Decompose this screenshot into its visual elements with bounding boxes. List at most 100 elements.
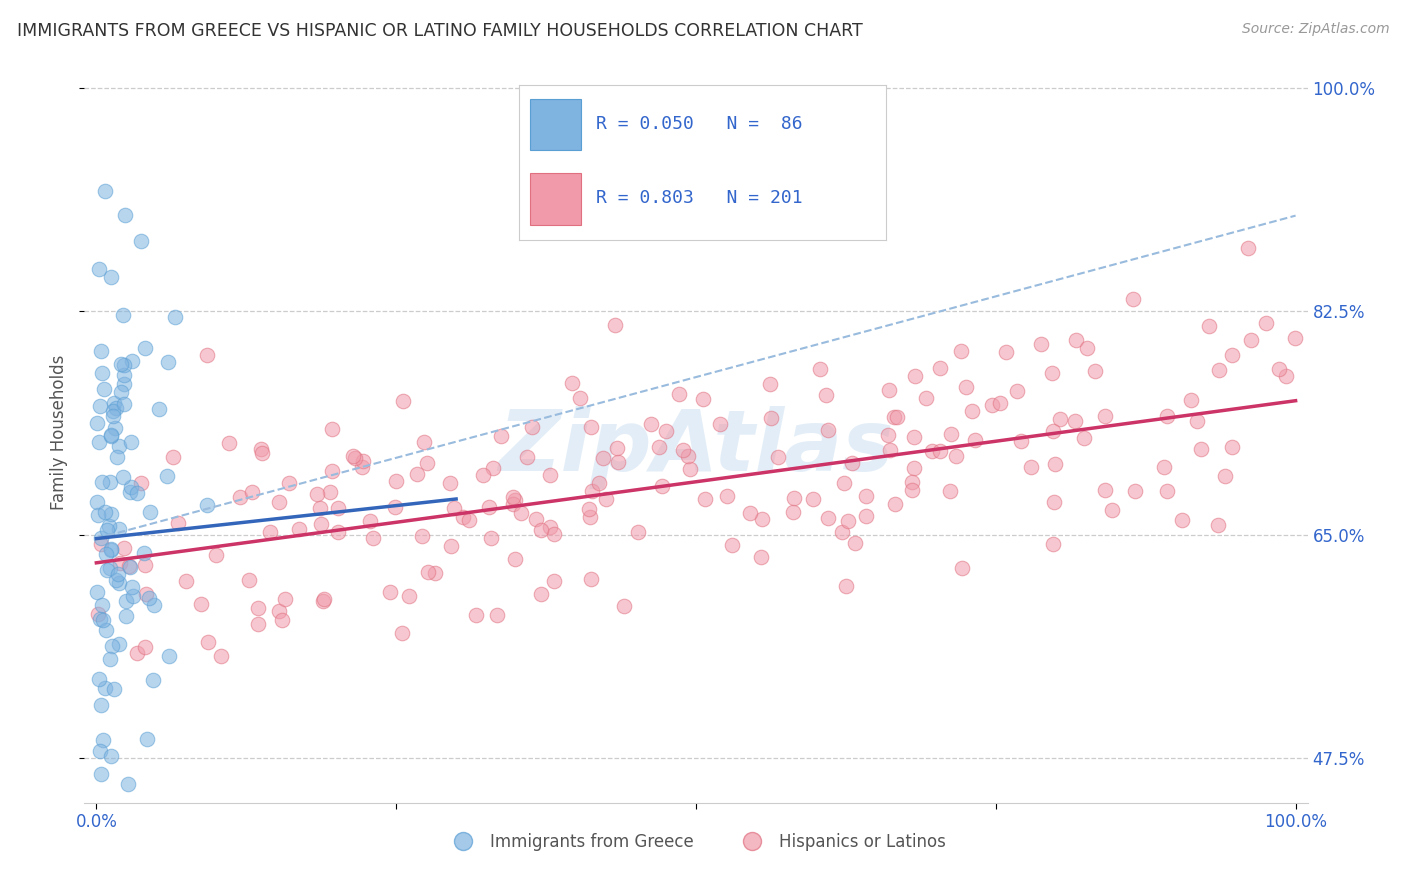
Point — [766, 450, 789, 465]
Point — [592, 451, 614, 466]
Point — [87, 672, 110, 686]
Point — [132, 546, 155, 560]
Point — [640, 417, 662, 431]
Point — [162, 450, 184, 465]
Point — [155, 469, 177, 483]
Point — [86, 508, 108, 522]
Point — [209, 648, 232, 663]
Point — [1274, 368, 1296, 383]
Point — [502, 497, 524, 511]
Point — [267, 604, 290, 618]
Point — [378, 584, 401, 599]
Point — [86, 607, 108, 622]
Point — [1240, 333, 1263, 347]
Point — [190, 597, 212, 611]
Point — [418, 565, 440, 579]
Point — [100, 429, 122, 443]
Point — [835, 579, 858, 593]
Point — [1094, 409, 1116, 423]
Point — [855, 489, 877, 503]
Point — [1220, 347, 1243, 361]
Point — [249, 442, 271, 457]
Point — [391, 394, 413, 409]
Point — [121, 580, 143, 594]
Point — [274, 591, 297, 606]
Point — [242, 485, 264, 500]
Point — [879, 443, 901, 458]
Point — [676, 449, 699, 463]
Point — [90, 537, 112, 551]
Point — [127, 486, 149, 500]
Point — [93, 505, 115, 519]
Point — [134, 558, 156, 572]
Point — [921, 444, 943, 458]
Point — [120, 559, 142, 574]
Point — [569, 391, 592, 405]
Point — [100, 270, 122, 285]
Point — [709, 417, 731, 431]
Point — [716, 489, 738, 503]
Point — [1153, 459, 1175, 474]
Point — [877, 384, 900, 398]
Point — [648, 441, 671, 455]
Point — [97, 519, 120, 533]
Point — [965, 433, 987, 447]
Point — [520, 420, 543, 434]
Point — [238, 573, 260, 587]
Point — [876, 428, 898, 442]
Point — [668, 387, 690, 401]
Point — [112, 397, 135, 411]
Point — [129, 235, 152, 249]
Point — [464, 608, 486, 623]
Point — [1206, 517, 1229, 532]
Point — [312, 593, 335, 607]
Point — [651, 479, 673, 493]
Point — [524, 512, 547, 526]
Point — [195, 498, 218, 512]
Point — [903, 430, 925, 444]
Point — [1123, 483, 1146, 498]
Point — [110, 357, 132, 371]
Point — [100, 748, 122, 763]
Point — [1122, 292, 1144, 306]
Point — [195, 348, 218, 362]
Point — [941, 427, 963, 442]
Point — [107, 522, 129, 536]
Point — [118, 558, 141, 573]
Point — [163, 310, 186, 325]
Point — [855, 509, 877, 524]
Point — [1049, 412, 1071, 426]
Point — [561, 376, 583, 391]
Point — [503, 493, 526, 508]
Point — [1066, 333, 1088, 347]
Point — [841, 457, 863, 471]
Point — [384, 500, 406, 515]
Point — [950, 343, 973, 358]
Point — [321, 464, 343, 478]
Point — [86, 584, 108, 599]
Point — [1284, 331, 1306, 345]
Point — [121, 354, 143, 368]
Point — [579, 572, 602, 586]
Point — [955, 379, 977, 393]
Point — [398, 589, 420, 603]
Point — [1021, 459, 1043, 474]
Point — [837, 514, 859, 528]
Point — [901, 475, 924, 490]
Point — [157, 648, 180, 663]
Point — [721, 538, 744, 552]
Point — [391, 625, 413, 640]
Point — [782, 505, 804, 519]
Point — [425, 566, 447, 581]
Point — [883, 409, 905, 424]
Point — [112, 377, 135, 392]
Point — [359, 514, 381, 528]
Point — [91, 732, 114, 747]
Point — [416, 456, 439, 470]
Point — [352, 460, 374, 475]
Point — [89, 612, 111, 626]
Point — [93, 681, 115, 695]
Point — [443, 501, 465, 516]
Point — [247, 617, 270, 632]
Point — [405, 467, 427, 482]
